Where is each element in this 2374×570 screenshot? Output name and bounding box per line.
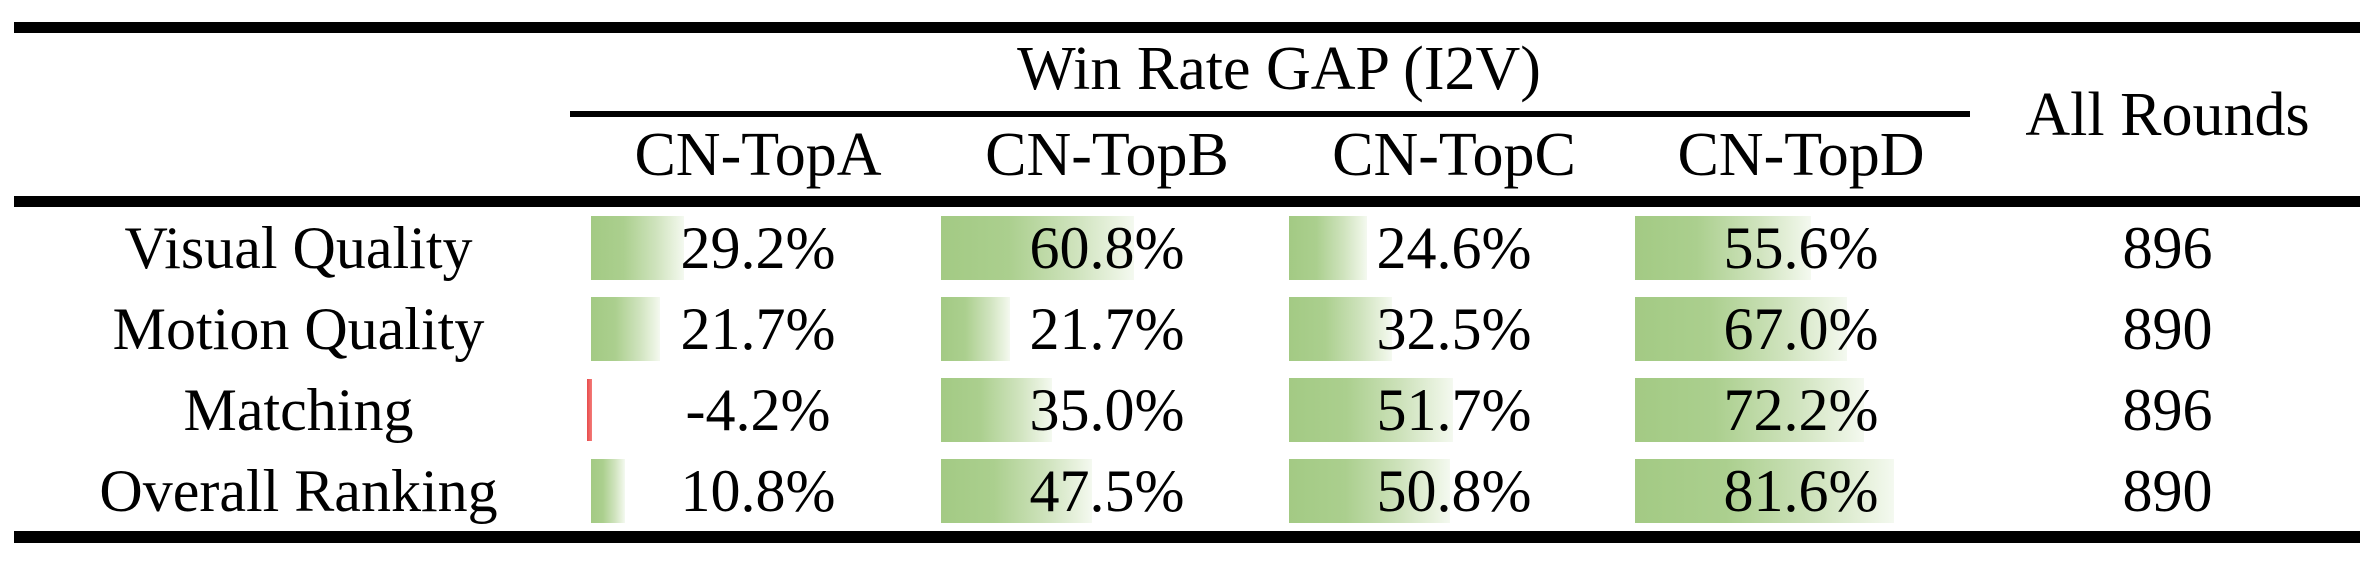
column-header-cn-topc: CN-TopC bbox=[1332, 121, 1576, 189]
win-rate-cell: 72.2% bbox=[1627, 369, 1975, 450]
table-row-visual-quality: Visual Quality 29.2% 60.8% 24.6% 55.6% 8… bbox=[14, 207, 2360, 288]
group-header-win-rate-gap: Win Rate GAP (I2V) bbox=[1017, 35, 1541, 103]
all-rounds-cell: 890 bbox=[1975, 450, 2360, 531]
group-header-cmidrule bbox=[570, 111, 1970, 117]
header-separator-rule bbox=[14, 196, 2360, 207]
data-bar bbox=[591, 458, 625, 523]
data-bar bbox=[587, 378, 592, 441]
all-rounds-value: 896 bbox=[2122, 376, 2213, 443]
data-bar bbox=[1289, 458, 1450, 523]
data-bar bbox=[941, 458, 1092, 523]
table-row-matching: Matching -4.2% 35.0% 51.7% 72.2% 896 bbox=[14, 369, 2360, 450]
win-rate-cell: 21.7% bbox=[583, 288, 933, 369]
win-rate-value: 81.6% bbox=[1723, 457, 1879, 524]
all-rounds-cell: 896 bbox=[1975, 207, 2360, 288]
data-bar bbox=[1635, 377, 1864, 442]
data-bar bbox=[1289, 296, 1392, 361]
column-header-cn-topa: CN-TopA bbox=[634, 121, 882, 189]
win-rate-value: 47.5% bbox=[1029, 457, 1185, 524]
row-label-text: Motion Quality bbox=[112, 295, 485, 362]
win-rate-cell: 55.6% bbox=[1627, 207, 1975, 288]
data-bar bbox=[591, 296, 660, 361]
all-rounds-cell: 890 bbox=[1975, 288, 2360, 369]
win-rate-value: 10.8% bbox=[680, 457, 836, 524]
row-label: Visual Quality bbox=[14, 207, 583, 288]
win-rate-cell: 47.5% bbox=[933, 450, 1281, 531]
row-label: Matching bbox=[14, 369, 583, 450]
column-header-row: CN-TopA CN-TopB CN-TopC CN-TopD bbox=[583, 115, 1975, 195]
win-rate-value: 60.8% bbox=[1029, 214, 1185, 281]
table-row-overall-ranking: Overall Ranking 10.8% 47.5% 50.8% 81.6% … bbox=[14, 450, 2360, 531]
win-rate-cell: 50.8% bbox=[1281, 450, 1627, 531]
row-label: Motion Quality bbox=[14, 288, 583, 369]
win-rate-cell: 51.7% bbox=[1281, 369, 1627, 450]
win-rate-cell: 67.0% bbox=[1627, 288, 1975, 369]
row-label-text: Visual Quality bbox=[124, 214, 473, 281]
all-rounds-cell: 896 bbox=[1975, 369, 2360, 450]
data-bar bbox=[941, 215, 1134, 280]
data-bar bbox=[1289, 377, 1453, 442]
data-bar bbox=[941, 377, 1052, 442]
all-rounds-value: 890 bbox=[2122, 457, 2213, 524]
win-rate-value: 29.2% bbox=[680, 214, 836, 281]
row-label-text: Matching bbox=[183, 376, 414, 443]
table-top-rule bbox=[14, 22, 2360, 33]
win-rate-value: 21.7% bbox=[1029, 295, 1185, 362]
win-rate-cell: 21.7% bbox=[933, 288, 1281, 369]
data-bar bbox=[1289, 215, 1367, 280]
column-header-cn-topb: CN-TopB bbox=[985, 121, 1229, 189]
column-header-cn-topd: CN-TopD bbox=[1677, 121, 1925, 189]
win-rate-value: 67.0% bbox=[1723, 295, 1879, 362]
column-header-all-rounds: All Rounds bbox=[2025, 80, 2310, 149]
win-rate-value: -4.2% bbox=[685, 376, 831, 443]
win-rate-cell: 32.5% bbox=[1281, 288, 1627, 369]
table-body: Visual Quality 29.2% 60.8% 24.6% 55.6% 8… bbox=[14, 207, 2360, 531]
win-rate-value: 32.5% bbox=[1376, 295, 1532, 362]
all-rounds-value: 890 bbox=[2122, 295, 2213, 362]
win-rate-cell: 35.0% bbox=[933, 369, 1281, 450]
win-rate-cell: -4.2% bbox=[583, 369, 933, 450]
win-rate-cell: 24.6% bbox=[1281, 207, 1627, 288]
win-rate-value: 35.0% bbox=[1029, 376, 1185, 443]
win-rate-value: 21.7% bbox=[680, 295, 836, 362]
win-rate-value: 72.2% bbox=[1723, 376, 1879, 443]
table-bottom-rule bbox=[14, 531, 2360, 543]
win-rate-cell: 29.2% bbox=[583, 207, 933, 288]
win-rate-value: 51.7% bbox=[1376, 376, 1532, 443]
win-rate-value: 50.8% bbox=[1376, 457, 1532, 524]
data-bar bbox=[1635, 458, 1894, 523]
win-rate-cell: 10.8% bbox=[583, 450, 933, 531]
all-rounds-value: 896 bbox=[2122, 214, 2213, 281]
win-rate-value: 24.6% bbox=[1376, 214, 1532, 281]
row-label: Overall Ranking bbox=[14, 450, 583, 531]
data-bar bbox=[591, 215, 684, 280]
data-bar bbox=[1635, 215, 1811, 280]
win-rate-value: 55.6% bbox=[1723, 214, 1879, 281]
win-rate-cell: 81.6% bbox=[1627, 450, 1975, 531]
data-bar bbox=[941, 296, 1010, 361]
row-label-text: Overall Ranking bbox=[99, 457, 498, 524]
table-row-motion-quality: Motion Quality 21.7% 21.7% 32.5% 67.0% 8… bbox=[14, 288, 2360, 369]
win-rate-cell: 60.8% bbox=[933, 207, 1281, 288]
data-bar bbox=[1635, 296, 1847, 361]
